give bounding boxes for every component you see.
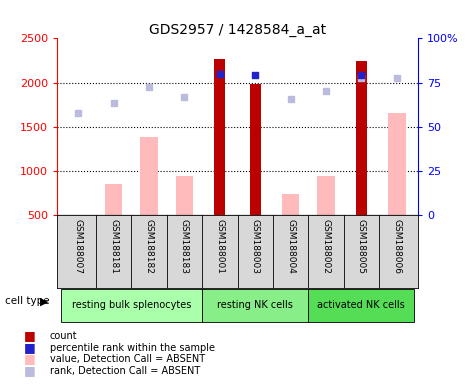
Text: GSM188002: GSM188002 — [322, 219, 331, 273]
Point — [358, 71, 365, 78]
Text: resting NK cells: resting NK cells — [217, 300, 293, 310]
Text: ▶: ▶ — [40, 296, 49, 306]
Text: GSM188003: GSM188003 — [251, 219, 260, 274]
Text: count: count — [50, 331, 77, 341]
Point — [287, 96, 294, 103]
Text: GSM188007: GSM188007 — [74, 219, 83, 274]
Bar — [60, 289, 202, 322]
Point — [75, 111, 82, 117]
Text: GSM188181: GSM188181 — [109, 219, 118, 274]
Bar — [317, 176, 335, 215]
Text: GSM188004: GSM188004 — [286, 219, 295, 273]
Text: activated NK cells: activated NK cells — [317, 300, 405, 310]
Bar — [308, 289, 415, 322]
Text: cell type: cell type — [5, 296, 49, 306]
Text: ■: ■ — [24, 364, 36, 377]
Bar — [282, 194, 299, 215]
Text: value, Detection Call = ABSENT: value, Detection Call = ABSENT — [50, 354, 205, 364]
Text: rank, Detection Call = ABSENT: rank, Detection Call = ABSENT — [50, 366, 200, 376]
Bar — [176, 176, 193, 215]
Point — [322, 88, 330, 94]
Text: GSM188005: GSM188005 — [357, 219, 366, 274]
Point — [110, 100, 117, 106]
Text: resting bulk splenocytes: resting bulk splenocytes — [72, 300, 191, 310]
Bar — [356, 61, 367, 215]
Text: ■: ■ — [24, 341, 36, 354]
Point — [180, 94, 188, 100]
Text: GSM188183: GSM188183 — [180, 219, 189, 274]
Bar — [105, 184, 123, 215]
Text: GSM188001: GSM188001 — [215, 219, 224, 274]
Bar — [250, 84, 260, 215]
Text: GSM188006: GSM188006 — [392, 219, 401, 274]
Text: percentile rank within the sample: percentile rank within the sample — [50, 343, 215, 353]
Title: GDS2957 / 1428584_a_at: GDS2957 / 1428584_a_at — [149, 23, 326, 37]
Bar — [388, 114, 406, 215]
Text: ■: ■ — [24, 329, 36, 343]
Text: ■: ■ — [24, 353, 36, 366]
Point — [145, 84, 153, 90]
Text: GSM188182: GSM188182 — [144, 219, 153, 273]
Point — [393, 75, 400, 81]
Point — [358, 75, 365, 81]
Bar — [140, 137, 158, 215]
Bar — [202, 289, 308, 322]
Point — [251, 71, 259, 78]
Point — [216, 71, 224, 77]
Bar — [215, 59, 225, 215]
